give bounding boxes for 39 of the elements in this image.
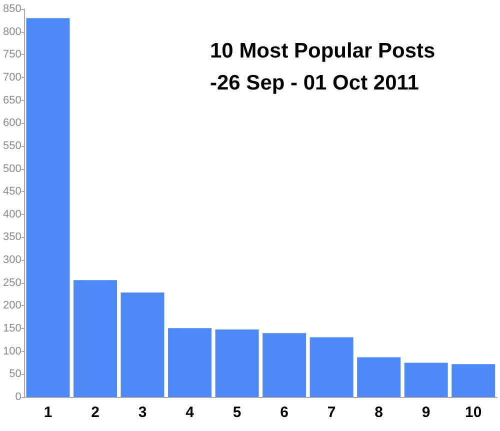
bar (120, 292, 164, 397)
bar (168, 328, 212, 397)
y-tick-label: 50 (9, 368, 22, 380)
y-tick-label: 150 (2, 322, 22, 335)
x-tick-label: 8 (374, 404, 384, 421)
y-tick-label: 700 (2, 71, 22, 84)
bar (357, 357, 401, 397)
bar (310, 337, 354, 397)
y-tick-label: 850 (2, 3, 22, 15)
x-tick-label: 5 (232, 404, 242, 421)
y-tick-label: 250 (2, 276, 22, 289)
y-tick-label: 500 (2, 162, 22, 175)
y-tick-label: 750 (2, 48, 22, 61)
y-tick-label: 650 (2, 94, 22, 106)
y-tick-label: 550 (2, 140, 22, 152)
y-tick-label: 450 (2, 186, 22, 198)
y-tick-label: 600 (2, 117, 22, 130)
bar (26, 18, 70, 397)
y-tick-label: 800 (2, 26, 22, 38)
bar (452, 364, 496, 397)
x-tick-label: 2 (91, 404, 100, 421)
bar (74, 280, 117, 397)
y-tick-label: 350 (2, 231, 22, 244)
x-tick-label: 4 (186, 404, 195, 421)
bar (262, 333, 306, 397)
text: 10 Most Popular Posts -26 Sep - 01 Oct 2011 (210, 40, 436, 94)
x-tick-label: 10 (465, 404, 482, 421)
y-tick-label: 200 (2, 300, 22, 312)
x-tick-label: 7 (327, 404, 336, 421)
bar (215, 329, 259, 397)
x-tick-label: 3 (138, 404, 147, 421)
y-tick-label: 100 (2, 345, 22, 358)
y-tick-label: 0 (15, 391, 22, 403)
bar (404, 362, 448, 397)
y-tick-label: 400 (2, 208, 22, 220)
x-tick-label: 1 (44, 404, 52, 421)
x-tick-label: 6 (280, 404, 288, 421)
y-tick-label: 300 (2, 254, 22, 266)
x-tick-label: 9 (422, 404, 430, 421)
